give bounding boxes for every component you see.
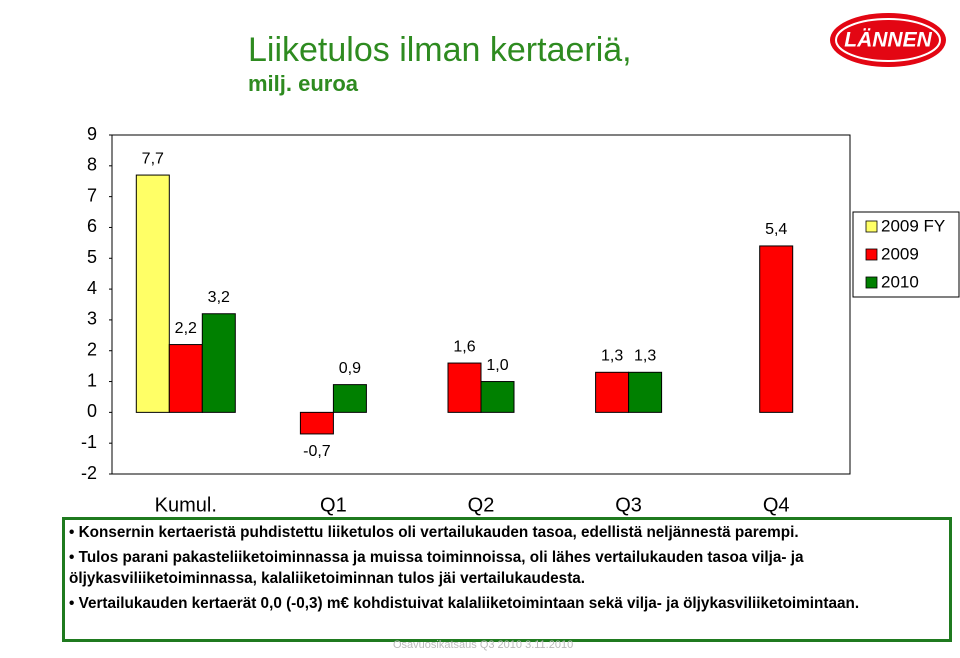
logo-ring <box>835 18 941 62</box>
bar <box>447 362 482 413</box>
y-tick-label: 6 <box>87 216 97 236</box>
data-label: 5,4 <box>765 221 787 238</box>
data-label: 1,0 <box>486 357 508 374</box>
logo-text: LÄNNEN <box>844 29 932 52</box>
data-label: -0,7 <box>303 443 331 460</box>
y-tick-label: 4 <box>87 278 97 298</box>
y-tick-label: 7 <box>87 185 97 205</box>
bar <box>480 381 515 413</box>
bar <box>628 371 663 413</box>
legend-swatch <box>865 276 878 289</box>
data-label: 1,3 <box>601 348 623 365</box>
bar <box>299 411 334 435</box>
y-tick-label: 5 <box>87 247 97 267</box>
bullet: Tulos parani pakasteliiketoiminnassa ja … <box>69 547 947 589</box>
bar <box>759 245 794 413</box>
data-label: 0,9 <box>339 360 361 377</box>
legend-label: 2009 <box>881 244 919 263</box>
data-label: 3,2 <box>208 289 230 306</box>
data-label: 1,6 <box>453 338 475 355</box>
y-tick-label: -1 <box>81 432 97 452</box>
bullet: Konsernin kertaeristä puhdistettu liiket… <box>69 522 947 543</box>
bullet-box: Konsernin kertaeristä puhdistettu liiket… <box>62 517 952 642</box>
logo-badge <box>830 13 946 67</box>
x-tick-label: Q1 <box>320 494 347 516</box>
bar <box>595 371 630 413</box>
chart-title: Liiketulos ilman kertaeriä, <box>248 31 632 69</box>
y-tick-label: 1 <box>87 370 97 390</box>
chart-subtitle: milj. euroa <box>248 71 359 96</box>
x-tick-label: Kumul. <box>155 494 217 516</box>
data-label: 7,7 <box>142 150 164 167</box>
y-tick-label: 0 <box>87 401 97 421</box>
y-tick-label: -2 <box>81 463 97 483</box>
y-tick-label: 9 <box>87 124 97 144</box>
legend-swatch <box>865 248 878 261</box>
bullet: Vertailukauden kertaerät 0,0 (-0,3) m€ k… <box>69 593 947 614</box>
footer: Osavuosikatsaus Q3 2010 3.11.2010 <box>393 639 574 651</box>
y-tick-label: 2 <box>87 339 97 359</box>
y-tick-label: 3 <box>87 309 97 329</box>
legend-label: 2010 <box>881 272 919 291</box>
bar <box>135 174 170 413</box>
bar <box>168 344 203 413</box>
y-tick-label: 8 <box>87 155 97 175</box>
data-label: 2,2 <box>175 320 197 337</box>
plot-frame <box>111 134 851 475</box>
bar <box>201 313 236 413</box>
data-label: 1,3 <box>634 348 656 365</box>
bar <box>332 384 367 413</box>
x-tick-label: Q3 <box>615 494 642 516</box>
x-tick-label: Q4 <box>763 494 790 516</box>
legend-label: 2009 FY <box>881 216 945 235</box>
legend-swatch <box>865 220 878 233</box>
x-tick-label: Q2 <box>468 494 495 516</box>
